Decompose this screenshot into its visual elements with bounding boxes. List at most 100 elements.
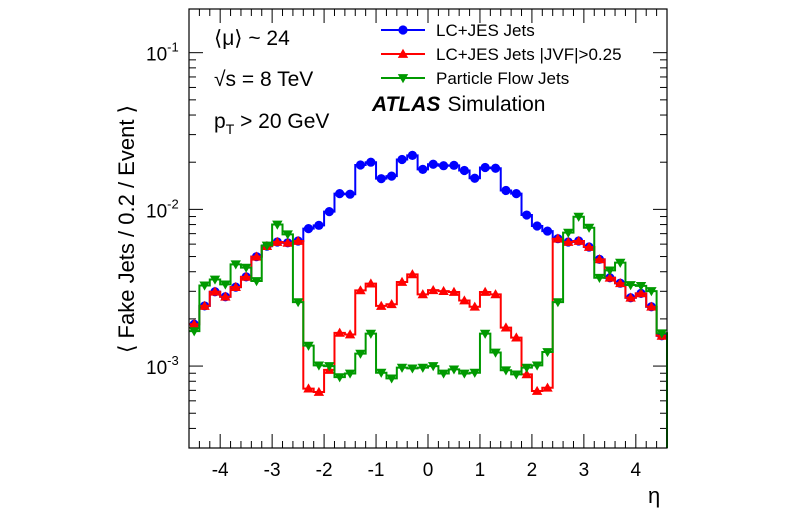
data-point	[438, 285, 449, 295]
data-point	[376, 174, 386, 184]
series-pflow	[188, 212, 668, 448]
data-point	[199, 300, 210, 310]
data-point	[313, 361, 325, 371]
data-point	[656, 329, 668, 339]
data-point	[521, 363, 532, 373]
series-line	[189, 215, 668, 448]
data-point	[387, 171, 397, 181]
series-lcjes	[189, 150, 667, 341]
data-point	[344, 369, 356, 379]
legend-marker	[397, 74, 409, 84]
data-point	[428, 159, 438, 169]
data-point	[490, 289, 501, 299]
data-point	[459, 369, 470, 379]
data-point	[552, 233, 564, 243]
data-point	[355, 285, 366, 295]
atlas-label: ATLAS	[371, 93, 440, 116]
data-point	[209, 286, 221, 296]
x-tick-label: -4	[212, 460, 229, 481]
data-point	[345, 189, 355, 199]
data-point	[355, 349, 366, 359]
data-point	[635, 288, 647, 298]
y-tick-exponent: -2	[167, 196, 179, 211]
data-point	[646, 301, 657, 311]
y-tick-exponent: -3	[167, 353, 179, 368]
pt-cut-label: pT > 20 GeV	[214, 110, 329, 137]
data-point	[448, 286, 460, 296]
data-point	[407, 150, 418, 161]
data-point	[479, 286, 491, 296]
data-point	[448, 365, 460, 375]
y-tick-base: 10	[146, 358, 167, 379]
data-point	[615, 277, 626, 288]
data-point	[469, 368, 480, 378]
data-point	[521, 369, 532, 379]
data-point	[313, 386, 325, 396]
data-point	[438, 369, 449, 379]
x-tick-label: 4	[631, 460, 642, 481]
y-tick-label: 10-3	[146, 353, 179, 379]
data-point	[251, 277, 262, 287]
data-point	[583, 223, 595, 233]
data-point	[272, 236, 283, 246]
data-point	[314, 220, 324, 230]
data-point	[469, 301, 480, 311]
data-point	[303, 341, 314, 351]
data-point	[427, 362, 439, 372]
data-point	[438, 161, 449, 171]
x-tick-label: 2	[527, 460, 538, 481]
data-point	[376, 368, 387, 378]
data-point	[240, 263, 252, 273]
data-point	[282, 230, 293, 240]
data-point	[511, 189, 521, 199]
simulation-label: Simulation	[447, 93, 545, 116]
data-point	[230, 281, 241, 292]
x-tick-label: -1	[368, 460, 385, 481]
data-point	[261, 241, 273, 251]
data-point	[324, 207, 334, 217]
atlas-simulation-label: ATLAS Simulation	[371, 93, 546, 116]
data-point	[563, 228, 574, 238]
data-point	[479, 329, 491, 339]
data-point	[522, 210, 532, 220]
data-point	[396, 363, 408, 373]
x-tick-label: -3	[264, 460, 281, 481]
pt-symbol: p	[214, 110, 226, 133]
data-point	[470, 173, 480, 183]
data-point	[417, 363, 429, 373]
x-tick-label: -2	[316, 460, 333, 481]
legend-label: LC+JES Jets	[436, 21, 535, 40]
annotations: ⟨μ⟩ ~ 24 √s = 8 TeV pT > 20 GeV ATLAS Sim…	[214, 27, 546, 137]
x-tick-label: 3	[579, 460, 590, 481]
data-point	[209, 275, 221, 285]
y-tick-base: 10	[146, 45, 167, 66]
legend-entry: Particle Flow Jets	[381, 69, 569, 88]
data-point	[604, 272, 616, 282]
legend-entry: LC+JES Jets	[381, 21, 535, 40]
data-point	[531, 385, 543, 395]
data-point	[334, 327, 345, 337]
data-point	[490, 163, 501, 173]
data-point	[199, 281, 210, 291]
data-point	[188, 319, 200, 329]
data-point	[552, 298, 564, 308]
data-point	[573, 235, 584, 245]
data-point	[303, 223, 314, 234]
data-point	[251, 251, 262, 261]
data-point	[365, 329, 377, 339]
legend-label: LC+JES Jets |JVF|>0.25	[436, 45, 622, 64]
data-point	[324, 362, 335, 372]
data-point	[532, 221, 542, 231]
data-point	[292, 235, 304, 245]
data-point	[511, 370, 522, 380]
data-point	[344, 329, 356, 339]
data-point	[188, 327, 200, 337]
data-point	[407, 269, 418, 279]
data-point	[615, 258, 626, 268]
data-point	[292, 298, 304, 308]
data-point	[625, 292, 636, 302]
data-point	[635, 281, 647, 292]
data-point	[594, 273, 605, 283]
data-point	[386, 374, 397, 384]
data-point	[220, 291, 231, 301]
